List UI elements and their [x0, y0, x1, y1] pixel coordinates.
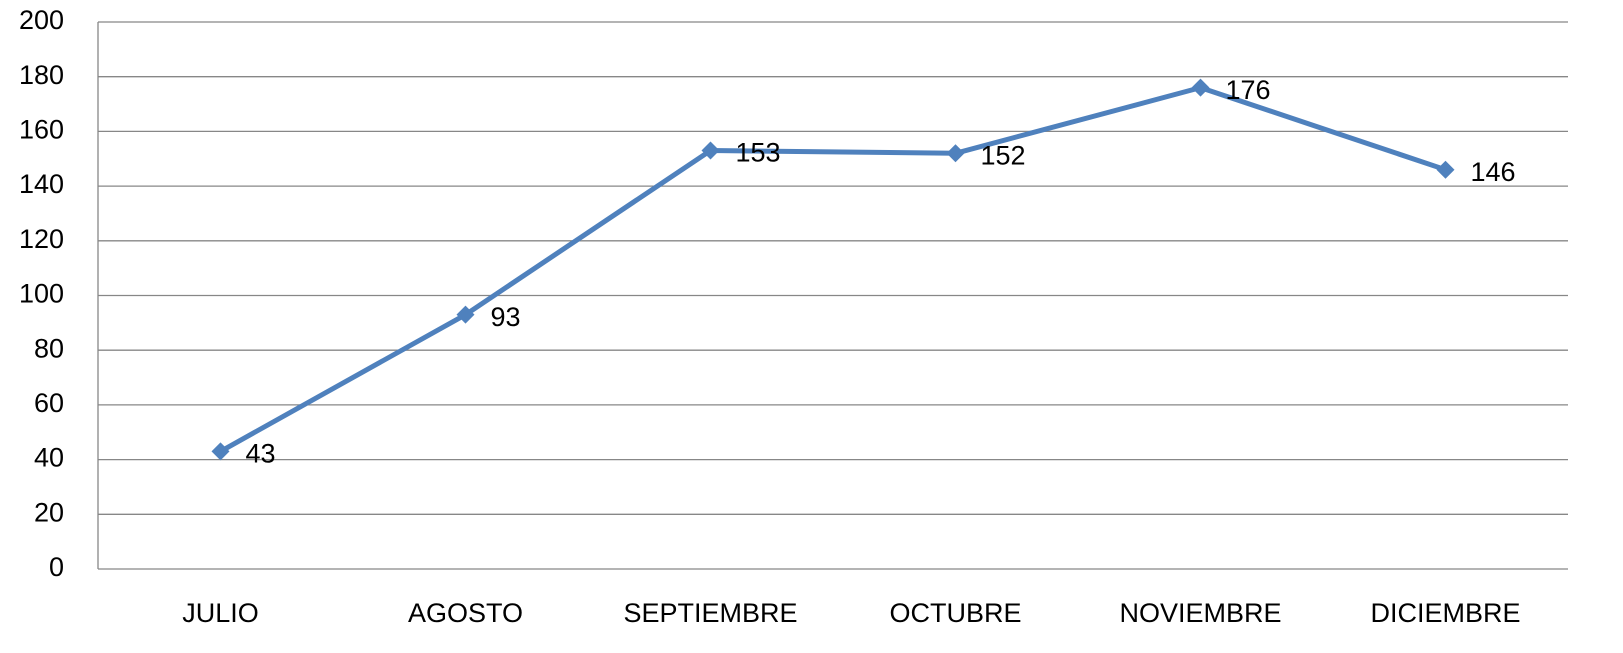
- data-marker: [1191, 78, 1210, 97]
- data-label: 43: [246, 439, 276, 469]
- y-tick-label: 0: [49, 552, 64, 582]
- data-label: 152: [981, 140, 1026, 170]
- y-tick-label: 100: [19, 279, 64, 309]
- data-label: 93: [491, 302, 521, 332]
- data-marker: [1436, 160, 1455, 179]
- y-tick-label: 60: [34, 388, 64, 418]
- x-tick-label: AGOSTO: [408, 598, 523, 628]
- data-marker: [701, 141, 720, 160]
- y-tick-label: 140: [19, 169, 64, 199]
- x-tick-label: NOVIEMBRE: [1119, 598, 1281, 628]
- data-marker: [211, 442, 230, 461]
- x-tick-label: DICIEMBRE: [1370, 598, 1520, 628]
- x-tick-label: JULIO: [182, 598, 259, 628]
- data-marker: [946, 144, 965, 163]
- x-tick-label: OCTUBRE: [889, 598, 1021, 628]
- data-label: 176: [1226, 75, 1271, 105]
- data-label: 153: [736, 138, 781, 168]
- x-tick-label: SEPTIEMBRE: [623, 598, 797, 628]
- y-tick-label: 20: [34, 497, 64, 527]
- y-tick-label: 160: [19, 115, 64, 145]
- y-tick-label: 120: [19, 224, 64, 254]
- y-tick-label: 180: [19, 60, 64, 90]
- y-tick-label: 40: [34, 443, 64, 473]
- data-label: 146: [1471, 157, 1516, 187]
- y-tick-label: 200: [19, 5, 64, 35]
- data-line: [219, 85, 1447, 454]
- y-tick-label: 80: [34, 333, 64, 363]
- data-marker: [456, 305, 475, 324]
